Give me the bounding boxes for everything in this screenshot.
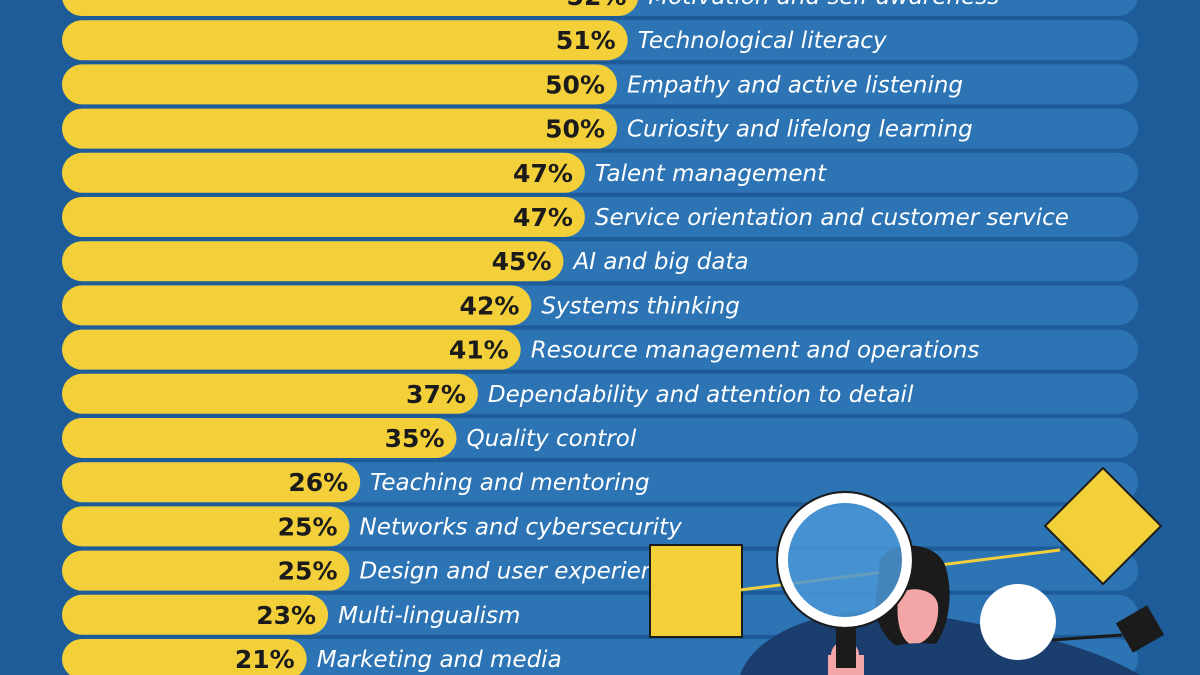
- value-label: 52%: [567, 0, 627, 11]
- bar: [62, 108, 617, 149]
- category-label: Motivation and self-awareness: [648, 0, 999, 10]
- value-label: 47%: [513, 203, 573, 232]
- bar: [62, 241, 564, 282]
- bar: [62, 152, 585, 193]
- value-label: 25%: [278, 557, 338, 586]
- value-label: 35%: [385, 424, 445, 453]
- category-labels: Motivation and self-awareness Technologic…: [317, 0, 1069, 673]
- category-label: Talent management: [595, 161, 827, 187]
- category-label: AI and big data: [572, 249, 749, 275]
- category-label: Technological literacy: [638, 28, 887, 54]
- category-label: Resource management and operations: [531, 338, 980, 364]
- category-label: Marketing and media: [317, 647, 562, 673]
- value-label: 37%: [406, 380, 466, 409]
- value-label: 25%: [278, 512, 338, 541]
- value-label: 23%: [256, 601, 316, 630]
- bar: [62, 64, 617, 105]
- category-label: Dependability and attention to detail: [488, 382, 914, 408]
- category-label: Empathy and active listening: [627, 72, 963, 98]
- category-label: Systems thinking: [541, 293, 740, 319]
- bar: [62, 639, 307, 675]
- bar: [62, 594, 329, 635]
- bar: [62, 373, 478, 414]
- bar: [62, 506, 350, 547]
- bar: [62, 462, 361, 503]
- bars: [62, 0, 638, 675]
- value-label: 21%: [235, 645, 295, 674]
- category-label: Service orientation and customer service: [595, 205, 1069, 231]
- category-label: Design and user experience: [360, 559, 683, 585]
- bar: [62, 0, 638, 16]
- category-label: Curiosity and lifelong learning: [627, 117, 973, 143]
- value-label: 47%: [513, 159, 573, 188]
- bar: [62, 197, 585, 237]
- category-label: Quality control: [467, 426, 637, 452]
- bar: [62, 329, 521, 370]
- value-label: 45%: [492, 247, 552, 276]
- bar: [62, 418, 457, 458]
- bar: [62, 20, 628, 61]
- category-label: Multi-lingualism: [338, 603, 520, 629]
- value-label: 50%: [545, 115, 605, 144]
- bar: [62, 550, 350, 591]
- value-label: 42%: [460, 291, 520, 320]
- value-label: 41%: [449, 336, 509, 365]
- value-label: 50%: [545, 70, 605, 99]
- category-label: Teaching and mentoring: [370, 470, 649, 496]
- bar: [62, 285, 532, 326]
- category-label: Networks and cybersecurity: [360, 514, 683, 540]
- value-label: 51%: [556, 26, 616, 55]
- value-label: 26%: [288, 468, 348, 497]
- value-labels: 52% 51% 50% 50% 47% 47% 45% 42% 41% 37% 35% 26% 25% 2…: [235, 0, 627, 674]
